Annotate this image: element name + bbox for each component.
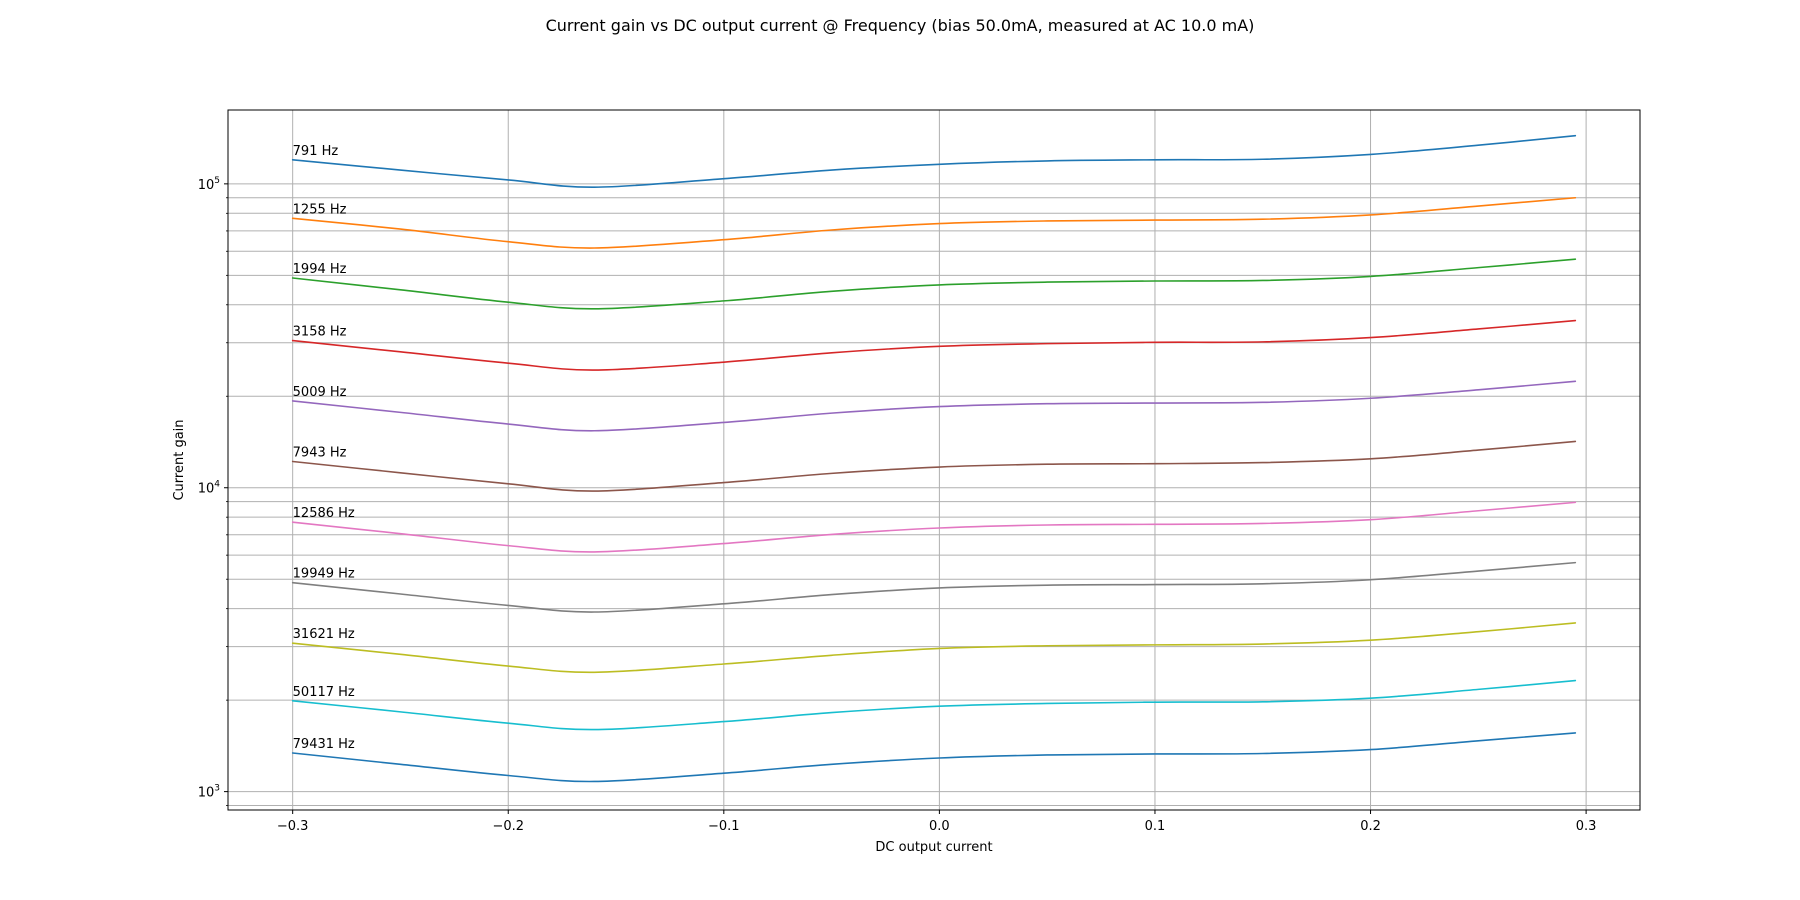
- series-annotation: 3158 Hz: [293, 325, 347, 340]
- series-annotation: 19949 Hz: [293, 567, 355, 582]
- x-tick-label: −0.2: [492, 819, 524, 834]
- series-annotation: 1255 Hz: [293, 202, 347, 217]
- series-line: [291, 319, 1577, 371]
- y-tick-exponent: 3: [214, 784, 220, 794]
- series-line: [291, 622, 1577, 674]
- series-annotation: 791 Hz: [293, 144, 339, 159]
- y-axis-label: Current gain: [172, 419, 187, 500]
- y-tick-base: 10: [198, 786, 215, 801]
- x-tick-label: 0.1: [1145, 819, 1166, 834]
- series-annotation: 1994 Hz: [293, 262, 347, 277]
- x-tick-label: −0.1: [708, 819, 740, 834]
- y-tick-exponent: 4: [214, 480, 220, 490]
- series-annotation: 5009 Hz: [293, 385, 347, 400]
- series-line: [291, 134, 1577, 189]
- y-tick-exponent: 5: [214, 176, 220, 186]
- grid-layer: [228, 110, 1640, 810]
- x-tick-label: 0.2: [1360, 819, 1381, 834]
- series-line: [291, 561, 1577, 613]
- series-line: [291, 440, 1577, 492]
- x-tick-label: 0.3: [1576, 819, 1597, 834]
- x-axis-label: DC output current: [875, 840, 992, 855]
- series-line: [291, 196, 1577, 249]
- plot-frame: [227, 109, 1641, 811]
- series-line: [291, 679, 1577, 731]
- series-layer: [291, 134, 1577, 783]
- y-tick-label: 104: [198, 480, 221, 497]
- series-line: [291, 501, 1577, 553]
- chart-title: Current gain vs DC output current @ Freq…: [546, 16, 1255, 35]
- series-annotation: 50117 Hz: [293, 685, 355, 700]
- series-line: [291, 380, 1577, 432]
- series-annotation: 31621 Hz: [293, 627, 355, 642]
- series-line: [291, 258, 1577, 310]
- x-tick-label: 0.0: [929, 819, 950, 834]
- y-tick-base: 10: [198, 482, 215, 497]
- series-annotation: 79431 Hz: [293, 737, 355, 752]
- series-line: [291, 732, 1577, 783]
- y-tick-label: 105: [198, 176, 220, 193]
- annotation-layer: 791 Hz 1255 Hz 1994 Hz 3158 Hz 5009 Hz 7943 H…: [293, 144, 355, 752]
- series-annotation: 7943 Hz: [293, 445, 347, 460]
- y-tick-label: 103: [198, 784, 220, 801]
- y-tick-base: 10: [198, 178, 215, 193]
- series-annotation: 12586 Hz: [293, 506, 355, 521]
- x-tick-label: −0.3: [277, 819, 309, 834]
- x-axis: −0.3 −0.2 −0.1 0.0 0.1 0.2 0.3: [277, 810, 1597, 834]
